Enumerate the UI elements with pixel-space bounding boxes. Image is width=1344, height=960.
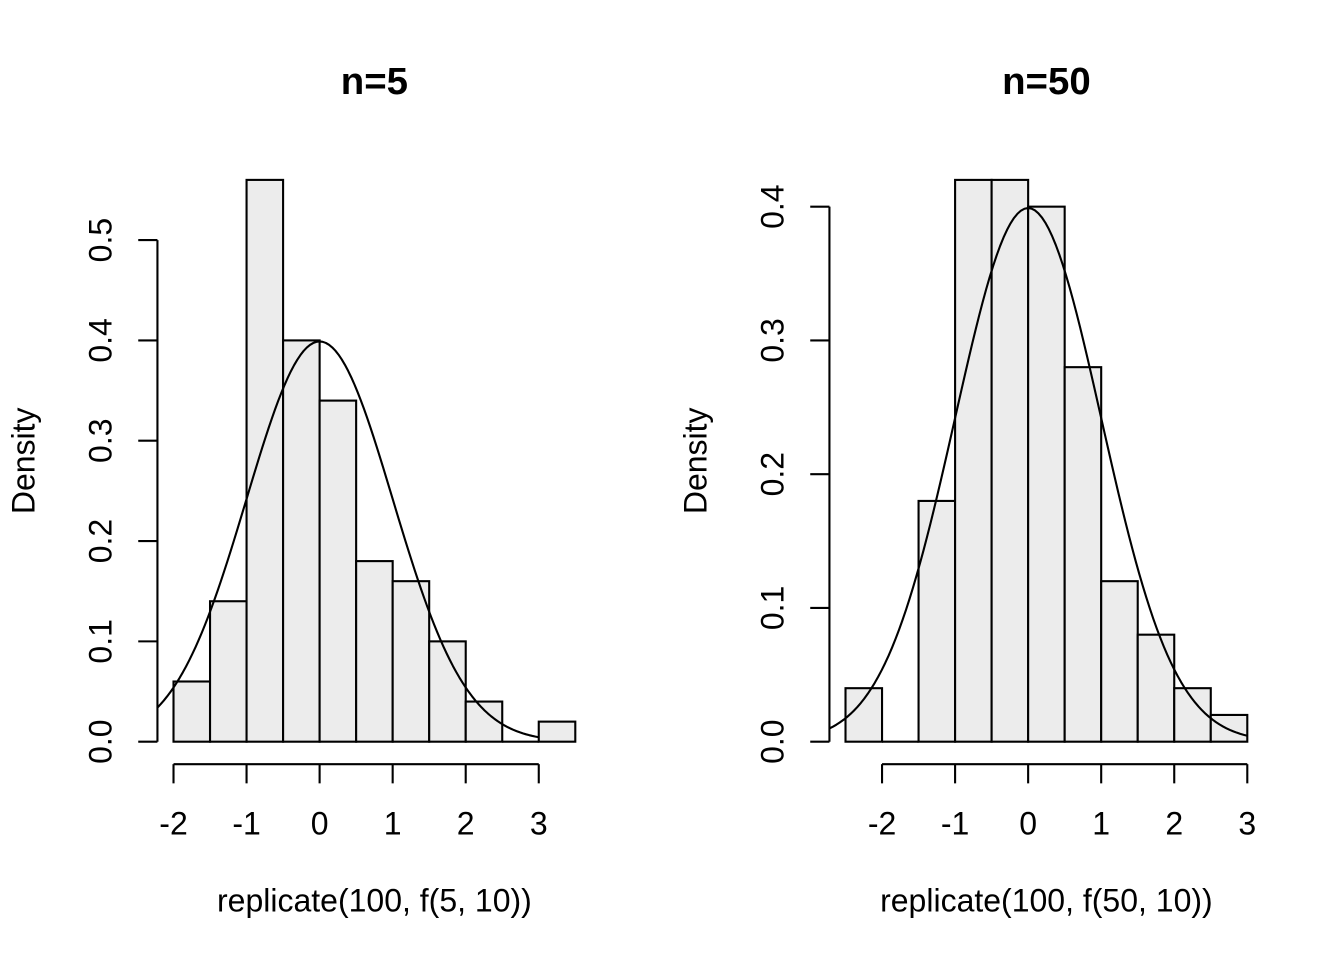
svg-text:0.3: 0.3 <box>755 318 791 362</box>
svg-text:2: 2 <box>457 805 475 841</box>
svg-text:-2: -2 <box>868 805 896 841</box>
svg-text:0.1: 0.1 <box>83 619 119 663</box>
svg-text:3: 3 <box>1238 805 1256 841</box>
svg-text:-1: -1 <box>941 805 969 841</box>
svg-text:3: 3 <box>530 805 548 841</box>
svg-text:0.0: 0.0 <box>755 719 791 763</box>
svg-text:0.0: 0.0 <box>83 719 119 763</box>
svg-text:Density: Density <box>6 407 42 514</box>
svg-text:0: 0 <box>1019 805 1037 841</box>
svg-text:0.2: 0.2 <box>755 452 791 496</box>
svg-text:2: 2 <box>1165 805 1183 841</box>
svg-text:Density: Density <box>678 407 714 514</box>
svg-text:-2: -2 <box>159 805 187 841</box>
svg-text:replicate(100, f(50, 10)): replicate(100, f(50, 10)) <box>880 883 1213 919</box>
svg-text:0.1: 0.1 <box>755 586 791 630</box>
svg-text:n=50: n=50 <box>1002 60 1091 103</box>
svg-text:n=5: n=5 <box>341 60 408 103</box>
svg-text:0.4: 0.4 <box>83 318 119 362</box>
svg-text:1: 1 <box>384 805 402 841</box>
svg-text:0.3: 0.3 <box>83 418 119 462</box>
svg-text:1: 1 <box>1092 805 1110 841</box>
svg-text:0.4: 0.4 <box>755 184 791 228</box>
svg-text:0.2: 0.2 <box>83 519 119 563</box>
svg-text:0: 0 <box>311 805 329 841</box>
svg-text:replicate(100, f(5, 10)): replicate(100, f(5, 10)) <box>217 883 532 919</box>
svg-text:-1: -1 <box>232 805 260 841</box>
svg-text:0.5: 0.5 <box>83 218 119 262</box>
